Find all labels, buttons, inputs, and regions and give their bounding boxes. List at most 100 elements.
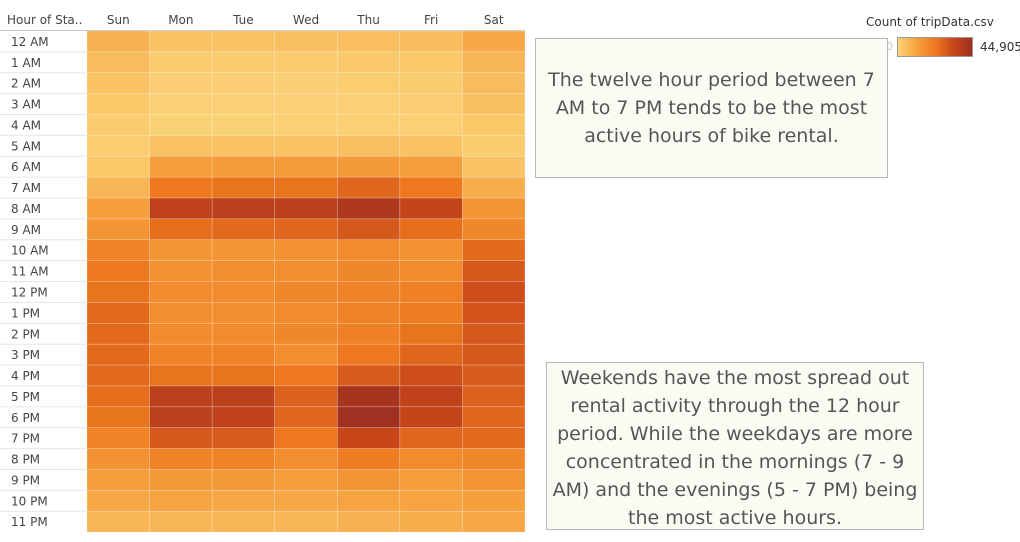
heatmap-cell bbox=[86, 323, 150, 345]
heatmap-cell bbox=[336, 51, 401, 74]
heatmap-cell bbox=[462, 239, 526, 261]
heatmap-cell bbox=[86, 490, 150, 512]
heatmap-cell bbox=[462, 469, 526, 491]
heatmap-cell bbox=[462, 260, 526, 282]
column-label-tue: Tue bbox=[232, 13, 254, 27]
heatmap-cell bbox=[399, 510, 463, 533]
heatmap-cell bbox=[211, 260, 276, 282]
heatmap-cell bbox=[336, 490, 401, 512]
heatmap-cell bbox=[211, 469, 276, 491]
row-label: 9 PM bbox=[11, 473, 40, 487]
heatmap-cell bbox=[399, 93, 463, 115]
heatmap-cell bbox=[336, 197, 401, 220]
annotation-active-hours: The twelve hour period between 7 AM to 7… bbox=[535, 38, 888, 178]
row-label: 4 PM bbox=[11, 369, 40, 383]
heatmap-cell bbox=[149, 490, 213, 512]
heatmap-cell bbox=[336, 385, 401, 408]
row-label: 1 AM bbox=[11, 56, 41, 70]
heatmap-cell bbox=[211, 448, 276, 470]
heatmap-cell bbox=[462, 448, 526, 470]
heatmap-cell bbox=[149, 469, 213, 491]
heatmap-cell bbox=[86, 364, 150, 387]
heatmap-cell bbox=[274, 490, 338, 512]
heatmap-cell bbox=[274, 343, 338, 366]
heatmap-cell bbox=[211, 490, 276, 512]
heatmap-cell bbox=[399, 448, 463, 470]
heatmap-cell bbox=[462, 385, 526, 408]
heatmap-cell bbox=[86, 93, 150, 115]
row-label: 11 AM bbox=[11, 265, 49, 279]
heatmap-cell bbox=[211, 302, 276, 324]
row-label: 6 AM bbox=[11, 160, 41, 174]
row-label: 9 AM bbox=[11, 223, 41, 237]
heatmap-cell bbox=[399, 155, 463, 178]
heatmap-cell bbox=[211, 343, 276, 366]
heatmap-cell bbox=[274, 135, 338, 157]
heatmap-cell bbox=[399, 114, 463, 136]
heatmap-cell bbox=[86, 302, 150, 324]
heatmap-cell bbox=[336, 343, 401, 366]
heatmap-cell bbox=[86, 448, 150, 470]
row-label: 12 AM bbox=[11, 35, 49, 49]
heatmap-cell bbox=[211, 51, 276, 74]
heatmap-cell bbox=[462, 490, 526, 512]
row-label: 6 PM bbox=[11, 411, 40, 425]
annotation-weekend-pattern: Weekends have the most spread out rental… bbox=[546, 362, 924, 530]
heatmap-cell bbox=[274, 323, 338, 345]
column-label-thu: Thu bbox=[356, 13, 380, 27]
heatmap-cell bbox=[149, 302, 213, 324]
heatmap-cell bbox=[86, 30, 150, 53]
heatmap-cell bbox=[211, 510, 276, 533]
heatmap-cell bbox=[86, 51, 150, 74]
heatmap-cell bbox=[336, 176, 401, 199]
heatmap-cell bbox=[211, 72, 276, 94]
row-label: 8 PM bbox=[11, 453, 40, 467]
heatmap-cell bbox=[149, 197, 213, 220]
heatmap-cell bbox=[462, 30, 526, 53]
heatmap-cell bbox=[399, 490, 463, 512]
heatmap-cell bbox=[399, 135, 463, 157]
heatmap-cell bbox=[149, 51, 213, 74]
heatmap-cell bbox=[336, 281, 401, 303]
heatmap-cell bbox=[149, 323, 213, 345]
heatmap-cell bbox=[149, 385, 213, 408]
heatmap-cell bbox=[462, 72, 526, 94]
heatmap-chart: Hour of Sta.. Sun Mon Tue Wed Thu Fri Sat 12 AM 1… bbox=[0, 13, 526, 533]
heatmap-cell bbox=[274, 427, 338, 449]
heatmap-cell bbox=[149, 114, 213, 136]
row-label: 2 PM bbox=[11, 327, 40, 341]
heatmap-cell bbox=[399, 302, 463, 324]
heatmap-cell bbox=[86, 135, 150, 157]
heatmap-cell bbox=[462, 218, 526, 241]
heatmap-cell bbox=[399, 343, 463, 366]
heatmap-cell bbox=[211, 364, 276, 387]
heatmap-cell bbox=[336, 135, 401, 157]
row-label: 1 PM bbox=[11, 306, 40, 320]
heatmap-cell bbox=[336, 239, 401, 261]
row-label: 10 PM bbox=[11, 494, 48, 508]
row-label: 3 AM bbox=[11, 98, 41, 112]
heatmap-cell bbox=[149, 448, 213, 470]
heatmap-cell bbox=[149, 93, 213, 115]
heatmap-cell bbox=[149, 510, 213, 533]
heatmap-cell bbox=[462, 176, 526, 199]
heatmap-cell bbox=[274, 260, 338, 282]
heatmap-cell bbox=[462, 427, 526, 449]
heatmap-cell bbox=[86, 469, 150, 491]
heatmap-cell bbox=[336, 510, 401, 533]
heatmap-cell bbox=[336, 364, 401, 387]
heatmap-cell bbox=[274, 114, 338, 136]
heatmap-cell bbox=[399, 197, 463, 220]
heatmap-cell bbox=[336, 93, 401, 115]
heatmap-cell bbox=[399, 72, 463, 94]
heatmap-cell bbox=[86, 343, 150, 366]
heatmap-cell bbox=[399, 364, 463, 387]
heatmap-cell bbox=[462, 114, 526, 136]
legend-max-label: 44,905 bbox=[980, 40, 1020, 54]
heatmap-cell bbox=[336, 114, 401, 136]
legend-title: Count of tripData.csv bbox=[866, 15, 994, 29]
heatmap-cell bbox=[336, 469, 401, 491]
heatmap-cell bbox=[86, 176, 150, 199]
heatmap-cell bbox=[211, 281, 276, 303]
heatmap-cell bbox=[274, 385, 338, 408]
